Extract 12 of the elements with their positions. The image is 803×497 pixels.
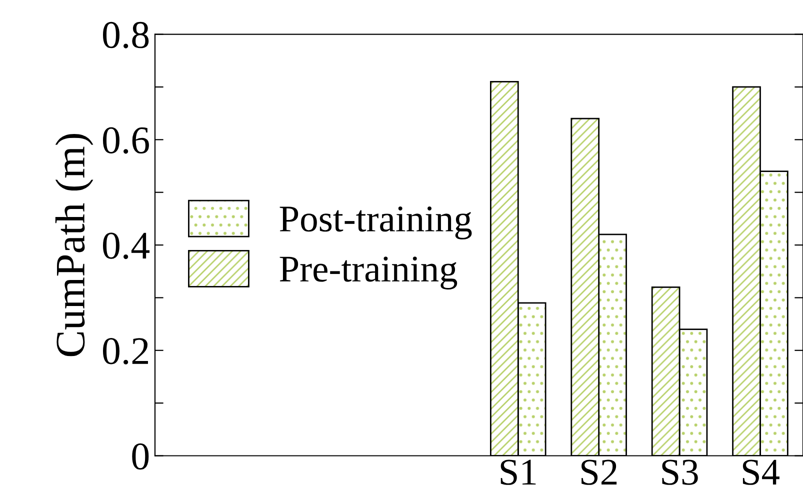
legend-label: Post-training (280, 206, 472, 240)
y-tick-label: 0.4 (102, 232, 150, 260)
y-axis-title: CumPath (m) (55, 134, 94, 356)
y-tick-label: 0.8 (102, 22, 149, 48)
y-tick-label: 0.2 (102, 338, 148, 364)
x-tick-label: S2 (582, 460, 617, 485)
x-tick-label: S1 (500, 460, 536, 485)
x-tick-label: S3 (662, 460, 698, 485)
legend-label: Pre-training (280, 256, 458, 290)
y-tick-label: 0 (132, 443, 149, 470)
x-tick-label: S4 (742, 460, 780, 485)
y-tick-label: 0.6 (102, 127, 149, 154)
